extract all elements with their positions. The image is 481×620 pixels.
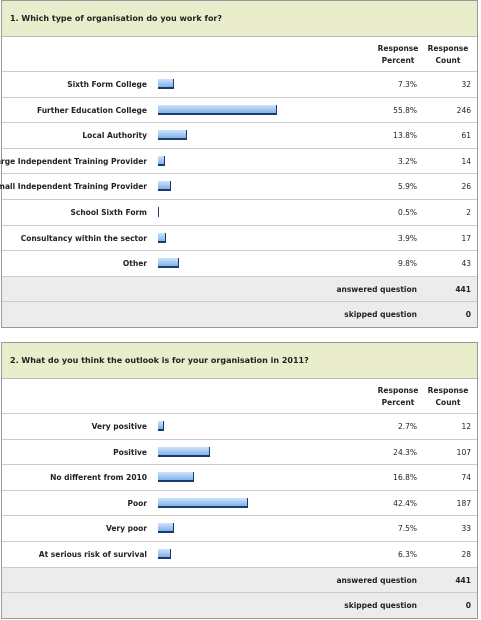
count-value: 12 <box>461 422 471 431</box>
percent-bar <box>158 155 165 166</box>
count-value: 107 <box>456 447 471 457</box>
answer-row: Local Authority 13.8% 61 <box>2 122 477 148</box>
summary-row: answered question 441 <box>2 566 477 593</box>
answer-label: No different from 2010 <box>50 473 147 483</box>
answer-label: Poor <box>127 498 147 508</box>
summary-count: 0 <box>465 601 471 611</box>
answer-label: Consultancy within the sector <box>20 233 147 243</box>
summary-count: 441 <box>455 284 471 294</box>
summary-count: 0 <box>465 310 471 320</box>
count-value: 17 <box>461 233 471 243</box>
percent-bar <box>158 207 160 217</box>
answer-row: Consultancy within the sector 3.9% 17 <box>2 224 477 251</box>
answer-row: Poor 42.4% 187 <box>2 489 477 516</box>
count-value: 246 <box>456 105 471 115</box>
percent-value: 3.2% <box>397 156 417 166</box>
percent-bar <box>158 79 174 89</box>
question-title: 2. What do you think the outlook is for … <box>10 356 309 365</box>
answer-row: No different from 2010 16.8% 74 <box>2 464 477 490</box>
answer-row: Further Education College 55.8% 246 <box>2 96 477 123</box>
count-value: 28 <box>461 550 471 559</box>
percent-bar <box>158 472 194 483</box>
answer-row: Positive 24.3% 107 <box>2 438 477 465</box>
answer-label: Local Authority <box>82 131 147 141</box>
count-value: 61 <box>461 131 471 141</box>
answer-label: Other <box>122 259 147 269</box>
percent-value: 6.3% <box>397 550 417 559</box>
column-header: Response Percent <box>377 386 419 407</box>
percent-value: 9.8% <box>397 259 417 269</box>
column-header: Response Count <box>427 44 469 65</box>
percent-value: 16.8% <box>393 473 417 483</box>
summary-count: 441 <box>455 575 471 585</box>
question-title: 1. Which type of organisation do you wor… <box>10 14 223 23</box>
percent-bar <box>158 549 172 559</box>
question-header: 1. Which type of organisation do you wor… <box>2 1 477 37</box>
summary-label: skipped question <box>344 601 417 611</box>
count-value: 2 <box>466 208 471 217</box>
percent-bar <box>158 130 188 141</box>
summary-label: skipped question <box>344 310 417 320</box>
question-header: 2. What do you think the outlook is for … <box>2 343 477 379</box>
answer-label: Further Education College <box>36 105 147 115</box>
percent-value: 3.9% <box>397 233 417 243</box>
count-value: 26 <box>461 182 471 192</box>
count-value: 43 <box>461 259 471 269</box>
percent-value: 0.5% <box>397 208 417 217</box>
answer-row: At serious risk of survival 6.3% 28 <box>2 541 477 567</box>
percent-bar <box>158 104 277 115</box>
summary-row: answered question 441 <box>2 275 477 302</box>
answer-row: Very positive 2.7% 12 <box>2 413 477 439</box>
percent-value: 42.4% <box>393 498 417 508</box>
percent-bar <box>158 421 164 431</box>
summary-label: answered question <box>336 284 417 294</box>
count-value: 187 <box>456 498 471 508</box>
answer-label: Small Independent Training Provider <box>0 182 147 192</box>
summary-row: skipped question 0 <box>2 592 477 618</box>
percent-bar <box>158 523 174 534</box>
summary-row: skipped question 0 <box>2 301 477 327</box>
answer-label: Sixth Form College <box>67 80 147 89</box>
percent-bar <box>158 258 179 269</box>
count-value: 32 <box>461 80 471 89</box>
answer-label: Very poor <box>105 524 147 534</box>
answer-row: School Sixth Form 0.5% 2 <box>2 199 477 225</box>
answer-row: Other 9.8% 43 <box>2 250 477 276</box>
answer-row: Small Independent Training Provider 5.9% 2… <box>0 173 477 199</box>
percent-value: 55.8% <box>393 105 417 115</box>
count-value: 33 <box>461 524 471 534</box>
percent-value: 2.7% <box>397 422 417 431</box>
percent-value: 24.3% <box>393 447 417 457</box>
answer-label: Very positive <box>91 422 147 431</box>
percent-bar <box>158 446 210 457</box>
percent-value: 5.9% <box>397 182 417 192</box>
percent-bar <box>158 497 249 508</box>
answer-label: At serious risk of survival <box>38 550 147 559</box>
question-box: 1. Which type of organisation do you wor… <box>0 0 478 328</box>
count-value: 14 <box>461 156 471 166</box>
answer-row: Large Independent Training Provider 3.2% 1… <box>0 147 477 174</box>
answer-label: Positive <box>113 447 147 457</box>
column-header: Response Percent <box>377 44 419 65</box>
answer-row: Sixth Form College 7.3% 32 <box>2 71 477 97</box>
answer-label: School Sixth Form <box>70 208 147 217</box>
column-header: Response Count <box>427 386 469 407</box>
answer-row: Very poor 7.5% 33 <box>2 515 477 541</box>
summary-label: answered question <box>336 575 417 585</box>
answer-label: Large Independent Training Provider <box>0 156 147 166</box>
percent-value: 13.8% <box>393 131 417 141</box>
percent-bar <box>158 181 171 192</box>
percent-value: 7.5% <box>397 524 417 534</box>
count-value: 74 <box>461 473 471 483</box>
percent-bar <box>158 232 167 243</box>
question-box: 2. What do you think the outlook is for … <box>1 342 478 619</box>
percent-value: 7.3% <box>397 80 417 89</box>
